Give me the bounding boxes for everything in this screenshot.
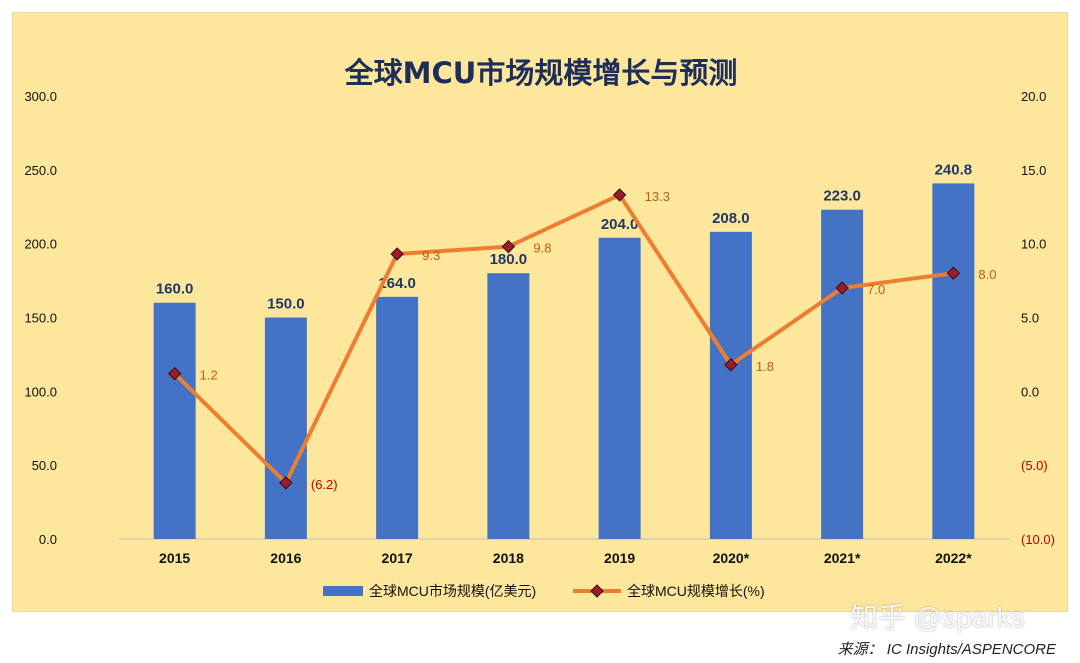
growth-point [946,266,961,280]
x-tick-label: 2020* [713,550,750,566]
x-tick-label: 2017 [382,550,413,566]
bar [264,317,307,539]
growth-point [390,247,404,261]
x-tick-label: 2015 [159,550,190,566]
bar-value-label: 180.0 [490,251,528,268]
growth-point [501,239,516,254]
growth-value-label: 7.0 [867,282,885,297]
growth-point [279,476,293,490]
growth-line [173,192,954,485]
source-note: 来源： IC Insights/ASPENCORE [837,641,1056,658]
y-right-tick-label: 10.0 [1021,237,1046,252]
bar-value-label: 150.0 [267,296,305,313]
x-tick-label: 2018 [493,550,524,566]
bar [709,231,752,539]
y-right-tick-label: 5.0 [1021,311,1039,326]
x-tick-label: 2019 [604,550,635,566]
growth-point [612,188,627,202]
y-left-tick-label: 250.0 [24,163,57,178]
growth-value-label: 9.3 [422,248,440,263]
growth-value-label: 8.0 [978,267,996,282]
growth-value-label: 9.8 [533,241,551,256]
y-left-tick-label: 0.0 [39,532,57,547]
growth-point [835,281,849,295]
y-left-tick-label: 50.0 [32,458,57,473]
y-right-tick-label: 15.0 [1021,163,1046,178]
bar [598,237,641,539]
chart-title: 全球MCU市场规模增长与预测 [344,56,738,90]
y-right-tick-label: 20.0 [1021,89,1046,104]
growth-value-label: 1.2 [200,368,218,383]
bar-value-label: 208.0 [712,210,750,227]
watermark: 知乎 @sparks [850,602,1025,633]
chart-svg: 全球MCU市场规模增长与预测 0.0 50.0 100.0 150.0 200.0 250.… [24,56,1055,599]
bar-value-label: 160.0 [156,281,194,298]
y-left-tick-label: 300.0 [24,89,57,104]
growth-value-label: (6.2) [311,477,338,492]
bar-value-label: 164.0 [378,275,416,292]
bar [932,183,975,539]
growth-value-label: 1.8 [756,359,774,374]
bar [376,296,419,539]
bar-value-label: 240.8 [935,161,973,178]
y-left-tick-label: 150.0 [24,311,57,326]
legend-line-label: 全球MCU规模增长(%) [627,583,765,599]
growth-point [724,358,738,372]
legend-bar-label: 全球MCU市场规模(亿美元) [369,583,536,599]
y-right-tick-label: (10.0) [1021,532,1055,547]
bar-value-label: 223.0 [823,188,861,205]
bar [153,302,196,539]
x-tick-label: 2021* [824,550,861,566]
chart-panel: 全球MCU市场规模增长与预测 0.0 50.0 100.0 150.0 200.0 250.… [12,12,1068,612]
bar-value-label: 204.0 [601,216,639,233]
growth-point [167,366,182,381]
bar [487,273,530,539]
growth-value-label: 13.3 [645,189,670,204]
y-right-tick-label: 0.0 [1021,384,1039,399]
y-right-tick-label: (5.0) [1021,458,1048,473]
legend-bar-swatch [323,586,363,596]
bar [821,209,864,539]
y-left-tick-label: 200.0 [24,237,57,252]
x-tick-label: 2022* [935,550,972,566]
legend-line-marker [590,584,604,598]
x-tick-label: 2016 [270,550,301,566]
y-left-tick-label: 100.0 [24,384,57,399]
